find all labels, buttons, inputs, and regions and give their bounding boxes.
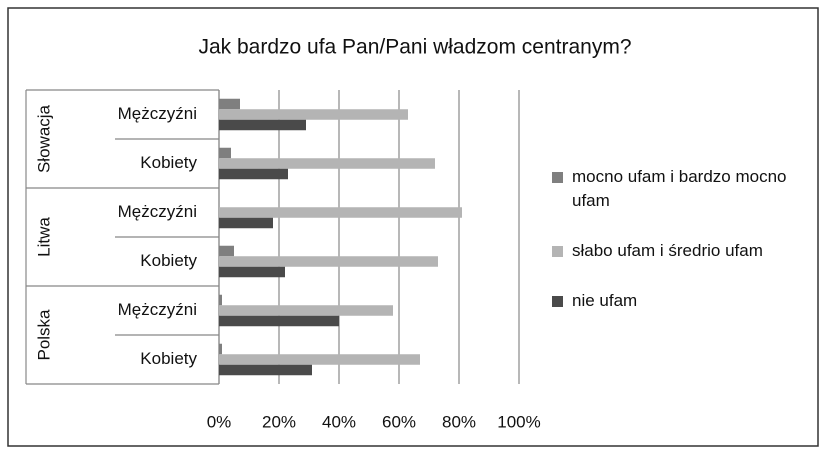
group-label: Litwa bbox=[34, 217, 53, 257]
x-tick-label: 40% bbox=[322, 412, 356, 431]
group-label: Polska bbox=[34, 309, 53, 361]
bar bbox=[219, 217, 273, 229]
category-label: Mężczyźni bbox=[118, 202, 197, 221]
bar bbox=[219, 294, 222, 306]
legend-label: mocno ufam i bardzo mocno ufam bbox=[572, 167, 787, 210]
x-tick-label: 60% bbox=[382, 412, 416, 431]
bar bbox=[219, 147, 231, 159]
bar bbox=[219, 207, 462, 218]
chart-title: Jak bardzo ufa Pan/Pani władzom centrany… bbox=[198, 36, 631, 59]
x-tick-label: 100% bbox=[497, 412, 540, 431]
chart-border bbox=[7, 7, 819, 447]
bar bbox=[219, 158, 435, 169]
bar bbox=[219, 354, 420, 365]
bar bbox=[219, 256, 438, 267]
legend-label: nie ufam bbox=[572, 291, 638, 310]
bar bbox=[219, 245, 234, 257]
category-label: Kobiety bbox=[140, 153, 197, 172]
bar bbox=[219, 364, 312, 376]
legend: mocno ufam i bardzo mocno ufam słabo ufam… bbox=[552, 165, 822, 339]
category-label: Mężczyźni bbox=[118, 104, 197, 123]
category-label: Kobiety bbox=[140, 251, 197, 270]
legend-item: słabo ufam i średrio ufam bbox=[552, 239, 822, 263]
bar bbox=[219, 98, 240, 110]
legend-swatch bbox=[552, 246, 563, 257]
x-tick-label: 80% bbox=[442, 412, 476, 431]
legend-item: nie ufam bbox=[552, 289, 822, 313]
legend-item: mocno ufam i bardzo mocno ufam bbox=[552, 165, 822, 213]
bar bbox=[219, 305, 393, 316]
legend-label: słabo ufam i średrio ufam bbox=[572, 241, 763, 260]
bar bbox=[219, 119, 306, 131]
bar bbox=[219, 343, 222, 355]
category-label: Mężczyźni bbox=[118, 300, 197, 319]
x-tick-label: 20% bbox=[262, 412, 296, 431]
bar bbox=[219, 168, 288, 180]
bar bbox=[219, 315, 339, 327]
legend-swatch bbox=[552, 172, 563, 183]
bar bbox=[219, 109, 408, 120]
legend-swatch bbox=[552, 296, 563, 307]
bar bbox=[219, 266, 285, 278]
x-tick-label: 0% bbox=[207, 412, 232, 431]
category-label: Kobiety bbox=[140, 349, 197, 368]
group-label: Słowacja bbox=[34, 104, 53, 173]
